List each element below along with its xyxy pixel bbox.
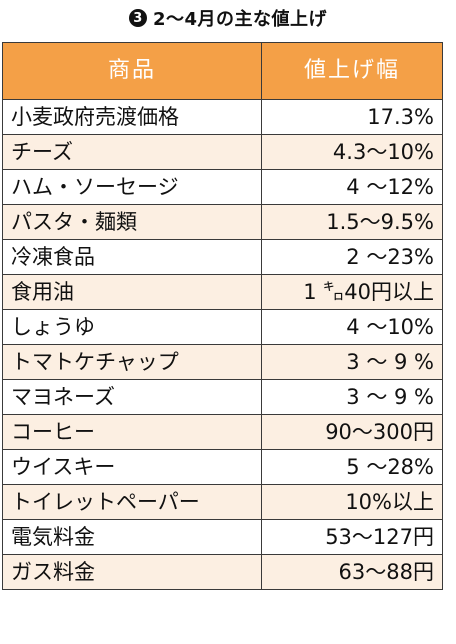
table-header-row: 商品 値上げ幅 [2, 42, 443, 100]
table-row: マヨネーズ 3 ～ 9 % [2, 379, 443, 415]
item-name: ハム・ソーセージ [2, 169, 262, 205]
table-row: トマトケチャップ 3 ～ 9 % [2, 344, 443, 380]
table-row: 食用油 1 ㌔40円以上 [2, 274, 443, 310]
item-name: トマトケチャップ [2, 344, 262, 380]
item-name: 電気料金 [2, 519, 262, 555]
column-header-item: 商品 [2, 42, 262, 100]
table-row: 冷凍食品 2 ～23% [2, 239, 443, 275]
increase-value: 2 ～23% [261, 239, 443, 275]
increase-value: 3 ～ 9 % [261, 344, 443, 380]
item-name: コーヒー [2, 414, 262, 450]
item-name: 食用油 [2, 274, 262, 310]
increase-value: 4 ～12% [261, 169, 443, 205]
increase-value: 4.3～10% [261, 134, 443, 170]
table-row: チーズ 4.3～10% [2, 134, 443, 170]
increase-value: 1.5～9.5% [261, 204, 443, 240]
table-row: コーヒー 90～300円 [2, 414, 443, 450]
item-name: ウイスキー [2, 449, 262, 485]
table-row: ガス料金 63～88円 [2, 554, 443, 590]
figure-title-text: 2～4月の主な値上げ [152, 9, 328, 30]
figure-title: 3 2～4月の主な値上げ [0, 6, 456, 30]
item-name: しょうゆ [2, 309, 262, 345]
price-increase-table: 商品 値上げ幅 小麦政府売渡価格 17.3% チーズ 4.3～10% ハム・ソー… [2, 42, 443, 590]
table-row: ウイスキー 5 ～28% [2, 449, 443, 485]
item-name: パスタ・麺類 [2, 204, 262, 240]
table-row: 電気料金 53～127円 [2, 519, 443, 555]
increase-value: 17.3% [261, 99, 443, 135]
item-name: マヨネーズ [2, 379, 262, 415]
item-name: チーズ [2, 134, 262, 170]
table-row: トイレットペーパー 10%以上 [2, 484, 443, 520]
increase-value: 10%以上 [261, 484, 443, 520]
table-row: しょうゆ 4 ～10% [2, 309, 443, 345]
item-name: ガス料金 [2, 554, 262, 590]
table-row: パスタ・麺類 1.5～9.5% [2, 204, 443, 240]
increase-value: 5 ～28% [261, 449, 443, 485]
increase-value: 63～88円 [261, 554, 443, 590]
figure-number-badge: 3 [128, 9, 147, 27]
table-row: 小麦政府売渡価格 17.3% [2, 99, 443, 135]
item-name: 冷凍食品 [2, 239, 262, 275]
increase-value: 90～300円 [261, 414, 443, 450]
item-name: 小麦政府売渡価格 [2, 99, 262, 135]
increase-value: 53～127円 [261, 519, 443, 555]
table-row: ハム・ソーセージ 4 ～12% [2, 169, 443, 205]
item-name: トイレットペーパー [2, 484, 262, 520]
increase-value: 1 ㌔40円以上 [261, 274, 443, 310]
increase-value: 4 ～10% [261, 309, 443, 345]
column-header-increase: 値上げ幅 [261, 42, 443, 100]
increase-value: 3 ～ 9 % [261, 379, 443, 415]
